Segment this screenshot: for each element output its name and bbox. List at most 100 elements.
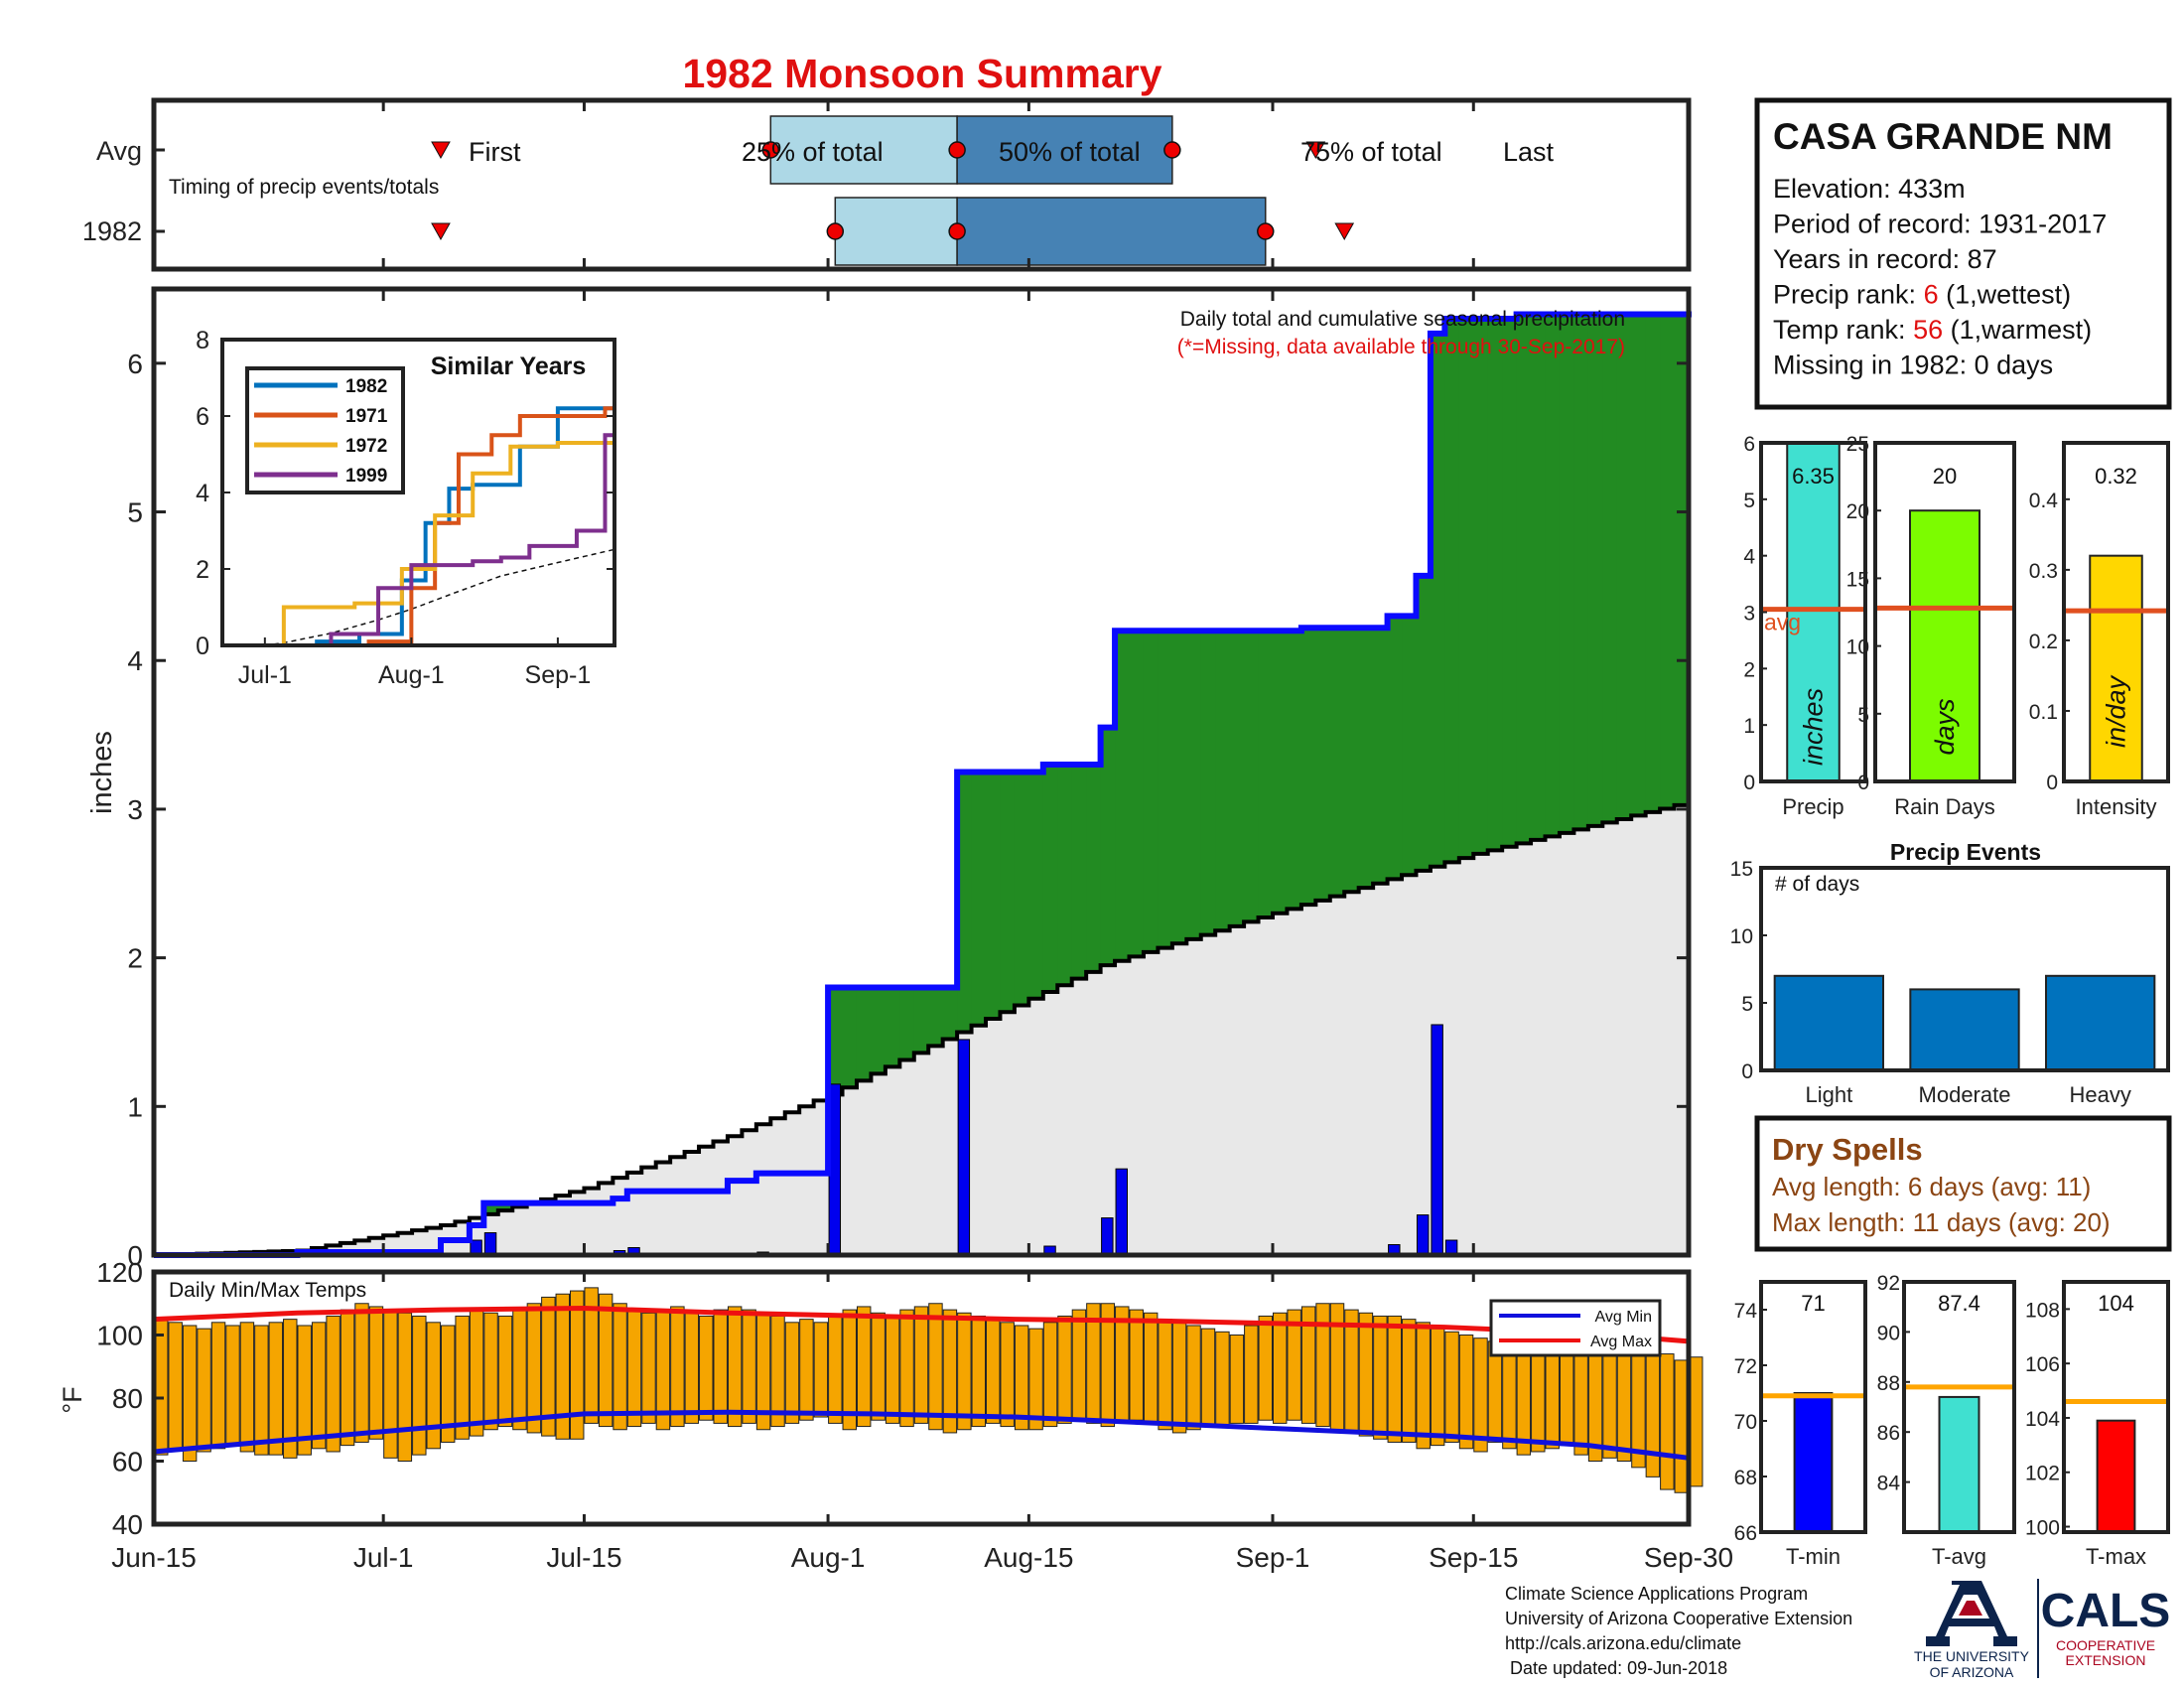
stat-tick-label: 4 bbox=[1743, 546, 1755, 569]
inset-x-tick-label: Aug-1 bbox=[378, 661, 445, 689]
temp-ylabel: °F bbox=[58, 1386, 87, 1413]
daily-temp-bar bbox=[1545, 1346, 1560, 1450]
timing-quantile-marker bbox=[948, 141, 966, 159]
stat-x-label: Rain Days bbox=[1894, 794, 1994, 819]
stat-tick-label: 0.2 bbox=[2029, 631, 2058, 653]
daily-temp-bar bbox=[856, 1306, 872, 1428]
precip-anomaly-fill bbox=[497, 1202, 513, 1211]
temp-stat-x-label: T-max bbox=[2086, 1544, 2146, 1569]
event-bar bbox=[1909, 988, 2020, 1072]
daily-temp-bar bbox=[354, 1303, 369, 1443]
stat-avg-label: avg bbox=[1764, 610, 1801, 635]
daily-temp-bar bbox=[239, 1322, 255, 1453]
stat-tick-label: 5 bbox=[1857, 704, 1869, 727]
temp-stat-x-label: T-min bbox=[1786, 1544, 1841, 1569]
daily-temp-bar bbox=[297, 1325, 312, 1456]
daily-temp-bar bbox=[928, 1303, 943, 1431]
precip-anomaly-fill bbox=[913, 987, 929, 1054]
precip-anomaly-fill bbox=[1086, 765, 1102, 972]
daily-temp-bar bbox=[1100, 1303, 1116, 1428]
timing-event-marker bbox=[1334, 222, 1355, 241]
temp-stat-tick-label: 90 bbox=[1877, 1322, 1900, 1344]
timing-quantile-marker bbox=[826, 222, 845, 240]
daily-temp-bar bbox=[1473, 1337, 1488, 1453]
avg-min-line bbox=[153, 1409, 1690, 1461]
temp-stat-bar bbox=[2096, 1419, 2136, 1534]
precip-anomaly-fill bbox=[856, 987, 873, 1081]
precip-anomaly-fill bbox=[1531, 314, 1547, 840]
station-info-line: Missing in 1982: 0 days bbox=[1773, 351, 2053, 380]
precip-anomaly-fill bbox=[1502, 318, 1518, 847]
stat-tick-label: 3 bbox=[1743, 603, 1755, 626]
events-title: Precip Events bbox=[1890, 839, 2041, 865]
daily-temp-bar bbox=[1086, 1303, 1101, 1424]
precip-anomaly-fill bbox=[1329, 628, 1345, 897]
daily-temp-bar bbox=[813, 1322, 829, 1418]
precip-ylabel: inches bbox=[86, 731, 118, 814]
events-tick-label: 5 bbox=[1741, 993, 1753, 1016]
stat-bars: 0 1 2 3 4 5 6 6.35 inches Precip avg 0 5 10 15 20 25 20 da… bbox=[1743, 433, 2170, 819]
temp-stat-tick-label: 104 bbox=[2025, 1408, 2060, 1431]
dry-spells-box: Dry Spells Avg length: 6 days (avg: 11) … bbox=[1754, 1115, 2172, 1252]
daily-temp-bar bbox=[584, 1287, 599, 1424]
precip-anomaly-fill bbox=[1416, 575, 1432, 871]
temp-stat-tick-label: 88 bbox=[1877, 1372, 1900, 1395]
precip-anomaly-fill bbox=[1171, 631, 1187, 944]
stat-tick-label: 0 bbox=[1743, 772, 1755, 794]
timing-quantile-marker bbox=[1257, 222, 1275, 240]
temp-stat-value-label: 104 bbox=[2098, 1291, 2134, 1316]
ua-logo-text: OF ARIZONA bbox=[1930, 1664, 2014, 1680]
timing-quantile-marker bbox=[761, 141, 780, 159]
precip-anomaly-fill bbox=[871, 987, 887, 1074]
precip-anomaly-fill bbox=[1616, 314, 1632, 819]
daily-temp-bar bbox=[1315, 1303, 1330, 1428]
timing-row-avg: Avg bbox=[96, 136, 142, 166]
daily-temp-bar bbox=[1402, 1319, 1417, 1443]
x-tick-label: Jun-15 bbox=[111, 1542, 197, 1573]
precip-anomaly-fill bbox=[1000, 772, 1016, 1013]
daily-temp-bar bbox=[268, 1322, 284, 1456]
daily-temp-bar bbox=[1645, 1349, 1661, 1477]
daily-temp-bar bbox=[1689, 1356, 1704, 1487]
precip-anomaly-fill bbox=[1300, 628, 1316, 906]
precip-anomaly-fill bbox=[928, 987, 944, 1047]
precip-anomaly-fill bbox=[1573, 314, 1589, 830]
precip-anomaly-fill bbox=[1315, 628, 1331, 901]
daily-temp-bar bbox=[1200, 1328, 1216, 1428]
precip-anomaly-fill bbox=[1244, 631, 1260, 922]
stat-tick-label: 15 bbox=[1846, 568, 1869, 591]
events-frame bbox=[1759, 866, 2170, 1072]
daily-precip-bar bbox=[1416, 1214, 1430, 1256]
daily-temp-bar bbox=[1042, 1322, 1058, 1428]
inset-x-tick-label: Jul-1 bbox=[238, 661, 292, 689]
footer-line: Date updated: 09-Jun-2018 bbox=[1505, 1658, 1727, 1678]
daily-temp-bar bbox=[469, 1309, 484, 1437]
event-category-label: Heavy bbox=[2069, 1082, 2130, 1107]
daily-temp-bar bbox=[1631, 1340, 1646, 1469]
temp-panel: 40 60 80 100 120 Daily Min/Max Temps °F Avg … bbox=[58, 1257, 1704, 1540]
x-tick-label: Aug-1 bbox=[791, 1542, 866, 1573]
precip-anomaly-fill bbox=[1042, 765, 1058, 993]
precip-anomaly-fill bbox=[1458, 318, 1474, 859]
station-info-line: Temp rank: 56 (1,warmest) bbox=[1773, 315, 2092, 345]
stat-tick-label: 10 bbox=[1846, 636, 1869, 659]
station-info-box: CASA GRANDE NM Elevation: 433m Period of … bbox=[1754, 97, 2172, 410]
timing-q50-q75-box bbox=[956, 197, 1267, 266]
avg-max-line bbox=[153, 1306, 1690, 1344]
precip-anomaly-fill bbox=[1186, 631, 1202, 939]
daily-temp-bar bbox=[828, 1315, 843, 1424]
timing-event-marker bbox=[431, 141, 451, 160]
footer-line: University of Arizona Cooperative Extens… bbox=[1505, 1609, 1852, 1628]
temp-stat-value-label: 71 bbox=[1801, 1291, 1825, 1316]
precip-anomaly-fill bbox=[1115, 631, 1131, 961]
precip-anomaly-fill bbox=[1143, 631, 1160, 952]
footer-line: Climate Science Applications Program bbox=[1505, 1584, 1808, 1604]
temp-stat-bar bbox=[1938, 1395, 1980, 1534]
temp-stat-tick-label: 68 bbox=[1734, 1467, 1757, 1489]
daily-temp-bar bbox=[1115, 1306, 1130, 1424]
stat-tick-label: 5 bbox=[1743, 490, 1755, 512]
daily-temp-bar bbox=[154, 1319, 169, 1456]
daily-temp-bar bbox=[1258, 1315, 1273, 1421]
stat-tick-label: 1 bbox=[1743, 715, 1755, 738]
stat-frame bbox=[1873, 441, 2016, 783]
